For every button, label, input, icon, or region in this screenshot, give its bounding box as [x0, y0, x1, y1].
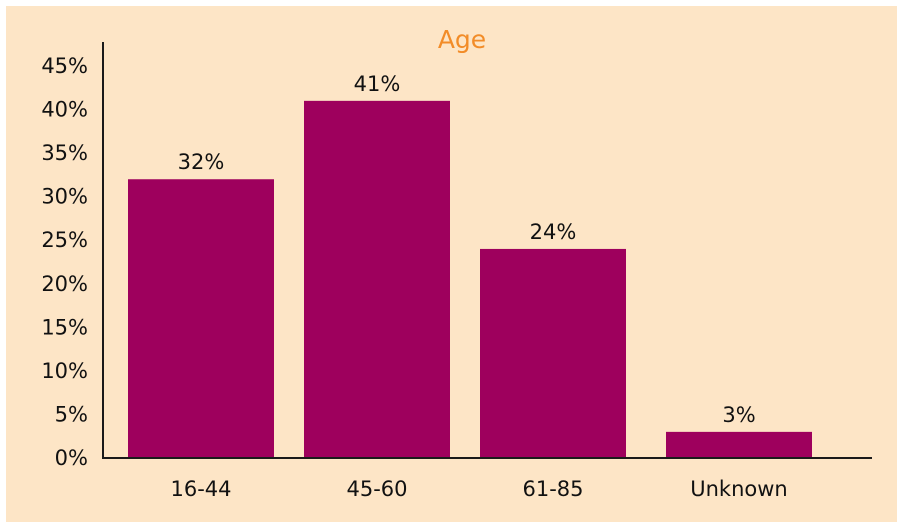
bar-61-85: [480, 248, 626, 458]
y-tick-label: 5%: [55, 402, 88, 426]
y-tick-label: 10%: [41, 359, 88, 383]
y-tick-label: 25%: [41, 228, 88, 252]
bars: [128, 100, 812, 458]
category-label: 16-44: [170, 477, 231, 501]
chart-panel: Age 0% 5% 10% 15% 20% 25% 30% 35% 40% 45% 32% 41% 2…: [6, 6, 897, 522]
y-axis-ticks: 0% 5% 10% 15% 20% 25% 30% 35% 40% 45%: [41, 54, 88, 470]
value-label: 32%: [178, 150, 225, 174]
y-tick-label: 40%: [41, 98, 88, 122]
chart-title: Age: [438, 25, 486, 54]
category-label: 61-85: [522, 477, 583, 501]
value-label: 3%: [722, 403, 755, 427]
y-tick-label: 15%: [41, 315, 88, 339]
category-label: 45-60: [346, 477, 407, 501]
y-tick-label: 20%: [41, 272, 88, 296]
bar-unknown: [666, 431, 812, 458]
x-axis-labels: 16-44 45-60 61-85 Unknown: [170, 477, 787, 501]
bar-16-44: [128, 179, 274, 458]
y-tick-label: 0%: [55, 446, 88, 470]
bar-45-60: [304, 100, 450, 458]
bar-chart: Age 0% 5% 10% 15% 20% 25% 30% 35% 40% 45% 32% 41% 2…: [41, 25, 872, 501]
y-tick-label: 35%: [41, 141, 88, 165]
value-label: 24%: [530, 220, 577, 244]
value-labels: 32% 41% 24% 3%: [178, 72, 756, 427]
y-tick-label: 45%: [41, 54, 88, 78]
category-label: Unknown: [690, 477, 787, 501]
y-tick-label: 30%: [41, 185, 88, 209]
value-label: 41%: [354, 72, 401, 96]
